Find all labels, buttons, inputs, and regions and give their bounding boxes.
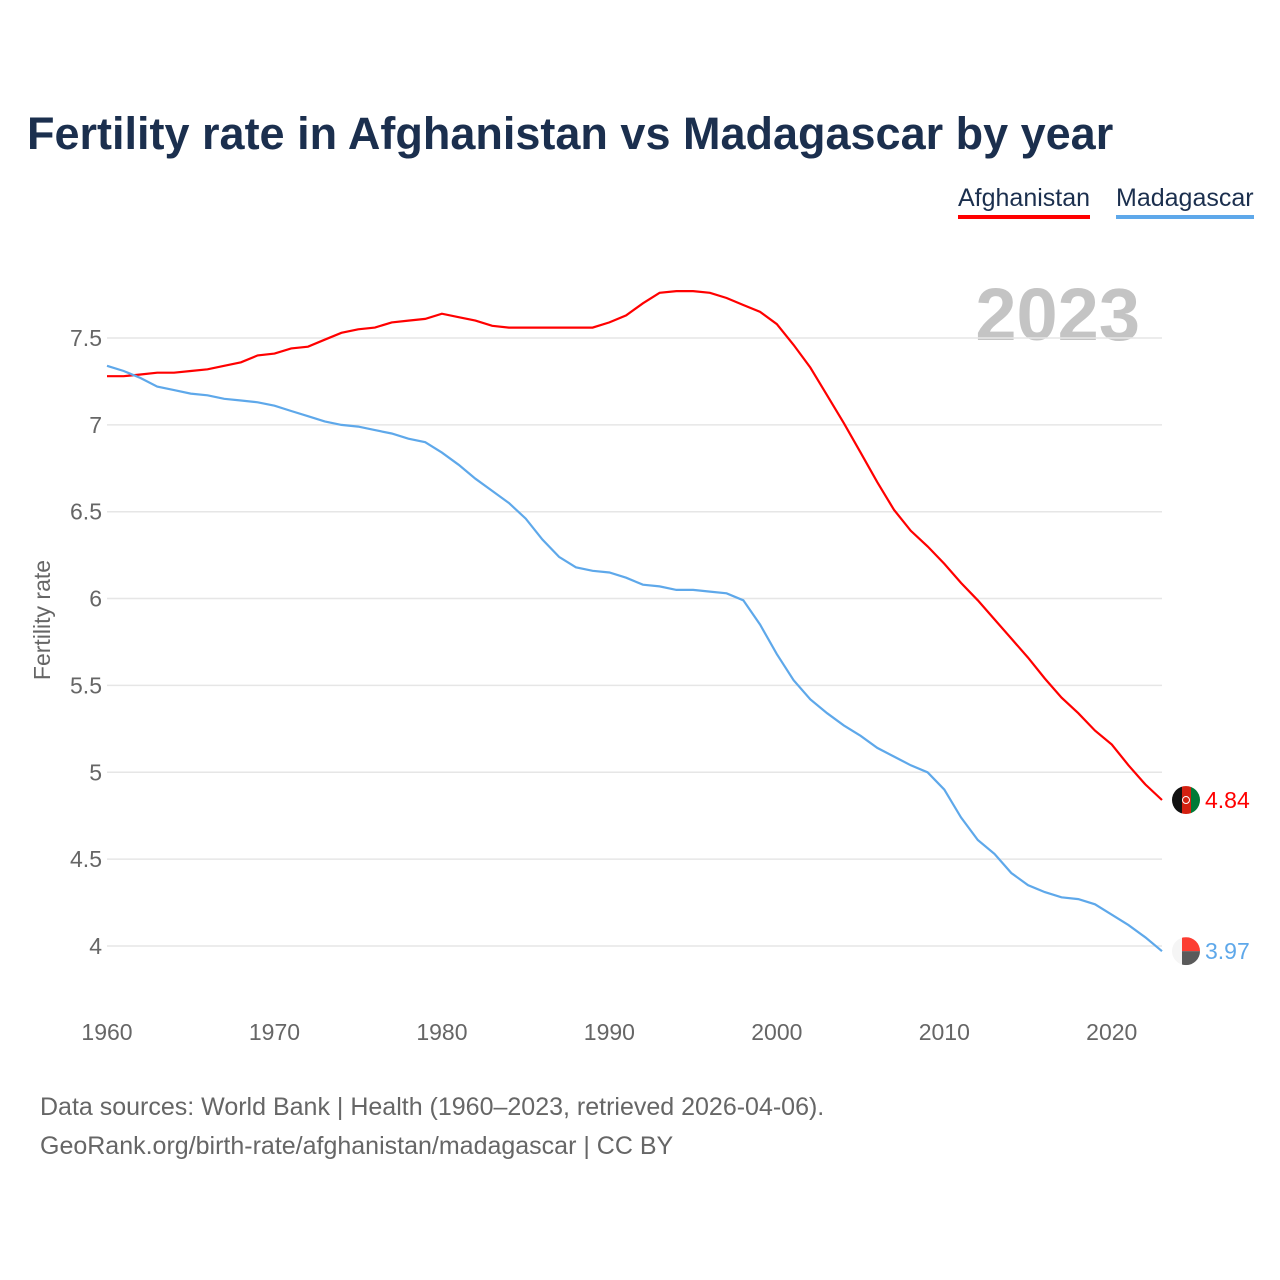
y-tick-label: 7 bbox=[89, 412, 102, 438]
x-tick-label: 2010 bbox=[919, 1019, 970, 1045]
x-tick-label: 1970 bbox=[249, 1019, 300, 1045]
footer-link[interactable]: GeoRank.org/birth-rate/afghanistan/madag… bbox=[40, 1132, 674, 1160]
legend-item-afghanistan[interactable]: Afghanistan bbox=[958, 184, 1091, 219]
x-tick-label: 1990 bbox=[584, 1019, 635, 1045]
end-value-label: 3.97 bbox=[1205, 938, 1250, 964]
x-tick-label: 1960 bbox=[81, 1019, 132, 1045]
y-tick-label: 6.5 bbox=[70, 499, 102, 525]
year-label: 2023 bbox=[975, 273, 1140, 356]
x-tick-label: 2000 bbox=[751, 1019, 802, 1045]
x-tick-label: 1980 bbox=[416, 1019, 467, 1045]
madagascar-flag-icon bbox=[1172, 937, 1200, 966]
y-tick-label: 4 bbox=[89, 933, 102, 959]
series-line-madagascar[interactable] bbox=[106, 364, 1163, 953]
y-tick-label: 5 bbox=[89, 759, 102, 785]
y-tick-label: 5.5 bbox=[70, 672, 102, 698]
y-tick-label: 4.5 bbox=[70, 846, 102, 872]
x-tick-label: 2020 bbox=[1086, 1019, 1137, 1045]
y-tick-label: 6 bbox=[89, 586, 102, 612]
footer-sources: Data sources: World Bank | Health (1960–… bbox=[40, 1093, 825, 1121]
legend-item-madagascar[interactable]: Madagascar bbox=[1116, 184, 1254, 219]
afghanistan-flag-icon bbox=[1172, 786, 1200, 815]
series-line-afghanistan[interactable] bbox=[107, 290, 1163, 801]
y-tick-label: 7.5 bbox=[70, 325, 102, 351]
chart-title: Fertility rate in Afghanistan vs Madagas… bbox=[27, 108, 1114, 159]
y-axis-label: Fertility rate bbox=[29, 560, 55, 680]
footer: Data sources: World Bank | Health (1960–… bbox=[40, 1088, 824, 1166]
end-value-label: 4.84 bbox=[1205, 787, 1250, 813]
